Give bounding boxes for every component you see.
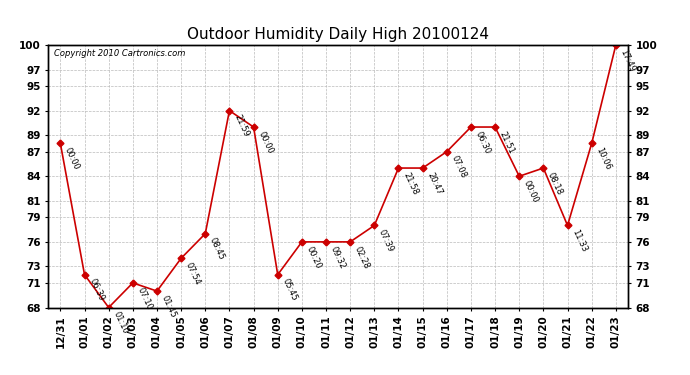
Text: 11:33: 11:33 — [571, 228, 589, 254]
Text: 07:08: 07:08 — [450, 154, 468, 180]
Text: 20:47: 20:47 — [426, 171, 444, 196]
Text: 01:45: 01:45 — [160, 294, 178, 319]
Text: 06:30: 06:30 — [474, 130, 492, 155]
Text: 06:39: 06:39 — [88, 278, 106, 303]
Text: 10:06: 10:06 — [595, 146, 613, 172]
Text: 07:10: 07:10 — [136, 286, 154, 311]
Text: 00:00: 00:00 — [257, 130, 275, 155]
Text: 21:59: 21:59 — [233, 113, 250, 139]
Text: 05:45: 05:45 — [281, 278, 299, 303]
Text: 02:28: 02:28 — [353, 244, 371, 270]
Text: 21:58: 21:58 — [402, 171, 420, 196]
Text: 07:39: 07:39 — [377, 228, 395, 254]
Text: 17:49: 17:49 — [619, 48, 637, 73]
Text: 08:45: 08:45 — [208, 237, 226, 262]
Text: 00:20: 00:20 — [305, 244, 323, 270]
Text: Copyright 2010 Cartronics.com: Copyright 2010 Cartronics.com — [54, 49, 186, 58]
Text: 09:32: 09:32 — [329, 244, 347, 270]
Text: 00:00: 00:00 — [63, 146, 81, 171]
Text: 07:54: 07:54 — [184, 261, 202, 286]
Text: 08:18: 08:18 — [546, 171, 564, 196]
Text: 21:51: 21:51 — [498, 130, 516, 155]
Title: Outdoor Humidity Daily High 20100124: Outdoor Humidity Daily High 20100124 — [187, 27, 489, 42]
Text: 01:10: 01:10 — [112, 310, 130, 336]
Text: 00:00: 00:00 — [522, 179, 540, 204]
